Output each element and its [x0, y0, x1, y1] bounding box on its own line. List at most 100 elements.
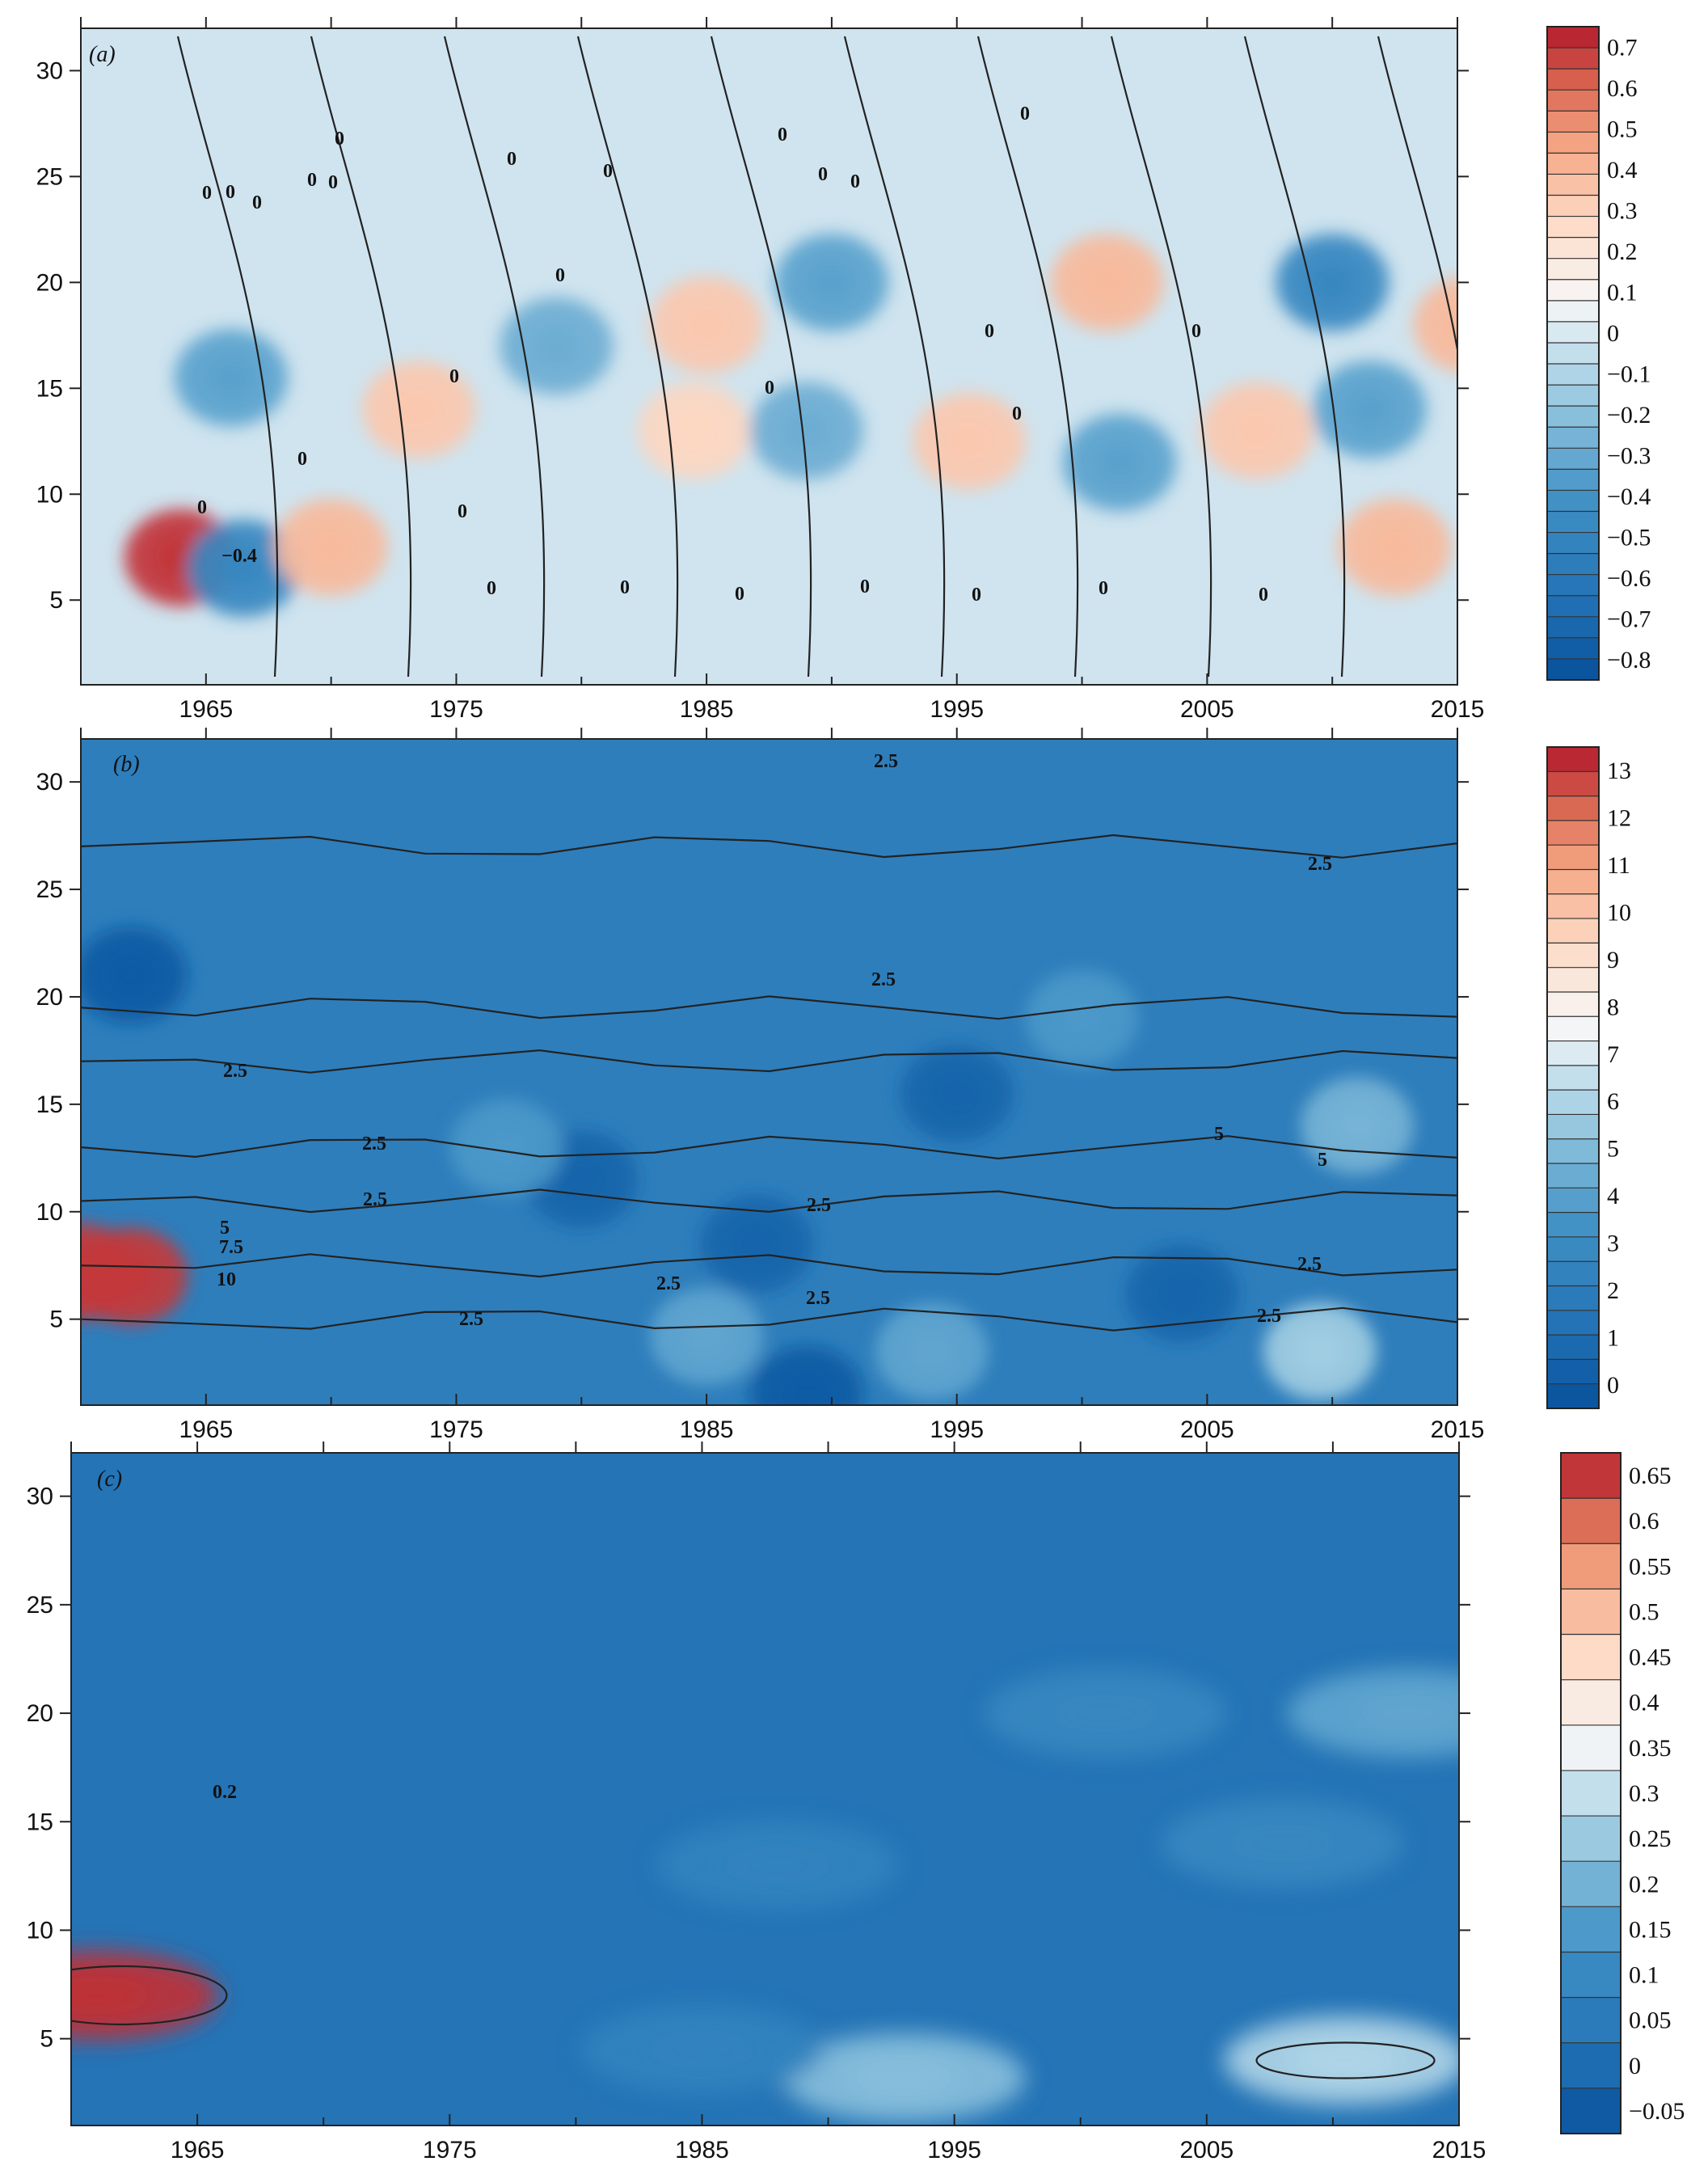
- heatmap-cell-core: [530, 323, 582, 368]
- contour-label: 0: [860, 576, 870, 597]
- colorbar-swatch: [1547, 1065, 1599, 1091]
- colorbar-label: 0.5: [1607, 116, 1638, 142]
- colorbar-swatch: [1547, 342, 1599, 365]
- contour-line: [843, 36, 946, 678]
- contour-label: 0: [449, 366, 459, 387]
- colorbar-label: 0.35: [1629, 1735, 1672, 1762]
- contour-line: [81, 1307, 1457, 1332]
- contour-label: 0.2: [213, 1782, 237, 1803]
- colorbar-frame: [1560, 1452, 1622, 2134]
- colorbar-swatch: [1561, 1724, 1621, 1771]
- contour-label: 0: [487, 578, 496, 599]
- contour-label: 0: [985, 321, 994, 342]
- contour-label: 0: [555, 265, 565, 286]
- colorbar-label: 0.7: [1607, 34, 1638, 61]
- colorbar-label: 0.65: [1629, 1463, 1672, 1489]
- panel-label: (b): [113, 752, 140, 777]
- x-tick-label: 1995: [930, 696, 984, 723]
- plot-frame: [80, 27, 1458, 686]
- contour-line: [71, 1965, 228, 2026]
- contour-label: 10: [217, 1269, 236, 1290]
- colorbar-label: 7: [1607, 1041, 1619, 1068]
- colorbar-swatch: [1547, 153, 1599, 175]
- heatmap-cell-core: [105, 1254, 157, 1298]
- colorbar-swatch: [1547, 1163, 1599, 1188]
- colorbar-swatch: [1547, 511, 1599, 534]
- contour-label: 5: [1318, 1150, 1327, 1171]
- colorbar-swatch: [1547, 1383, 1599, 1409]
- colorbar-swatch: [1547, 1359, 1599, 1385]
- contour-label: 2.5: [1308, 854, 1332, 875]
- colorbar-label: 0.4: [1629, 1690, 1660, 1716]
- x-tick-label: 2015: [1432, 2137, 1487, 2163]
- heatmap-cell-core: [555, 1157, 607, 1201]
- colorbar-label: 0.45: [1629, 1644, 1672, 1671]
- colorbar-swatch: [1547, 385, 1599, 407]
- colorbar-swatch: [1547, 532, 1599, 555]
- contour-label: 0: [197, 497, 207, 518]
- colorbar-label: 0: [1607, 320, 1619, 347]
- heatmap-cell-core: [205, 356, 257, 400]
- contour-label: 2.5: [874, 751, 898, 772]
- y-tick-label: 20: [27, 1700, 53, 1727]
- contour-label: 0: [778, 125, 787, 146]
- colorbar-swatch: [1561, 1997, 1621, 2044]
- contour-label: 0: [1259, 585, 1268, 606]
- contour-label: 5: [1214, 1124, 1224, 1145]
- colorbar-label: 11: [1607, 852, 1630, 879]
- colorbar-swatch: [1547, 967, 1599, 993]
- panel-label: (a): [89, 42, 116, 67]
- x-tick-label: 1965: [179, 696, 233, 723]
- colorbar-swatch: [1547, 258, 1599, 281]
- contour-label: 0: [507, 149, 517, 170]
- y-tick-label: 20: [36, 269, 63, 296]
- contour-label: 0: [620, 577, 630, 598]
- colorbar-swatch: [1547, 574, 1599, 597]
- colorbar-swatch: [1547, 469, 1599, 492]
- contour-label: 0: [458, 501, 467, 522]
- colorbar-swatch: [1547, 918, 1599, 943]
- colorbar-swatch: [1547, 216, 1599, 239]
- heatmap-cell-core: [781, 1372, 833, 1405]
- colorbar-label: 0.3: [1629, 1780, 1660, 1807]
- heatmap-cell-core: [393, 387, 445, 432]
- contour-label: 0: [226, 182, 235, 203]
- colorbar-swatch: [1547, 1138, 1599, 1164]
- y-tick-label: 25: [36, 876, 63, 903]
- colorbar-swatch: [1547, 845, 1599, 871]
- colorbar-swatch: [1561, 1906, 1621, 1953]
- heatmap-field: [124, 234, 1457, 617]
- contour-label: 0: [603, 161, 613, 182]
- panel-a: 0 0 0 0 0 0 0 0 0 0 0 0 0 0 0 0 0 0 0 0 0 0 0 0 0 0 0 0 −0.4 1965 1975…: [36, 17, 1651, 723]
- colorbar-label: 12: [1607, 805, 1631, 832]
- contour-label: 0: [1099, 578, 1108, 599]
- colorbar-label: 0.6: [1629, 1508, 1660, 1534]
- colorbar-swatch: [1561, 1543, 1621, 1589]
- heatmap-cell-core: [1331, 1104, 1383, 1148]
- colorbar-swatch: [1561, 1861, 1621, 1907]
- contour-label: 2.5: [459, 1309, 483, 1330]
- heatmap-cell-core: [1344, 387, 1396, 432]
- y-tick-label: 25: [36, 163, 63, 190]
- x-tick-label: 2015: [1431, 696, 1485, 723]
- contour-label: 2.5: [223, 1061, 247, 1082]
- colorbar-swatch: [1561, 1453, 1621, 1499]
- contour-label: 0: [307, 170, 317, 191]
- contour-label: 0: [1012, 403, 1022, 424]
- colorbar-label: −0.5: [1607, 524, 1651, 551]
- colorbar-label: −0.4: [1607, 483, 1651, 510]
- y-tick-label: 5: [40, 2026, 53, 2053]
- contour-label: 0: [972, 585, 981, 606]
- colorbar-swatch: [1547, 364, 1599, 386]
- colorbar-swatch: [1547, 553, 1599, 576]
- colorbar-label: −0.05: [1629, 2098, 1685, 2125]
- heatmap-cell-core: [1051, 1693, 1161, 1733]
- heatmap-cell-core: [1306, 260, 1358, 305]
- panel-label: (c): [97, 1467, 122, 1492]
- x-tick-label: 1995: [930, 1416, 984, 1443]
- colorbar-label: 2: [1607, 1277, 1619, 1304]
- contour-line: [1255, 2041, 1436, 2079]
- colorbar-frame: [1546, 746, 1600, 1409]
